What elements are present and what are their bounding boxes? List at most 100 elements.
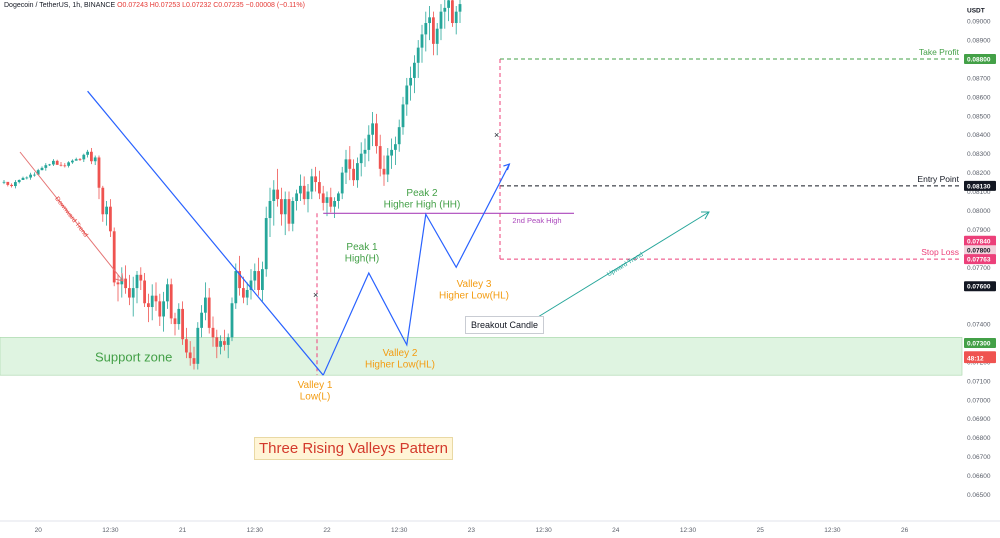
candle-body: [74, 159, 78, 161]
candle-body: [90, 151, 93, 162]
candle-body: [432, 17, 435, 44]
candle-body: [196, 327, 200, 364]
candle-body: [340, 172, 344, 194]
price-badge: [964, 54, 996, 64]
candle-body: [25, 177, 29, 179]
candle-body: [344, 159, 348, 173]
candle-body: [435, 28, 439, 44]
candle-body: [401, 104, 405, 128]
candle-body: [306, 191, 310, 200]
candle-body: [295, 193, 298, 201]
downtrend-line: [87, 90, 324, 376]
candle-body: [131, 288, 135, 298]
price-badge-text: 0.08130: [967, 183, 991, 190]
candle-body: [78, 159, 82, 160]
candle-body: [283, 199, 287, 215]
candle-body: [249, 280, 253, 290]
candle-body: [128, 288, 131, 298]
stop-loss-label: Stop Loss: [921, 247, 959, 257]
y-tick-label: 0.06600: [967, 473, 991, 480]
candle-body: [329, 197, 333, 207]
candle-body: [458, 4, 462, 12]
candle-body: [52, 160, 55, 165]
candle-body: [44, 165, 48, 168]
support-zone-label: Support zone: [95, 349, 172, 364]
support-zone-box: [0, 337, 963, 376]
price-badge-text: 0.07840: [967, 238, 991, 245]
candle-body: [264, 218, 268, 270]
candle-body: [200, 312, 203, 328]
pattern-title: Three Rising Valleys Pattern: [254, 437, 453, 460]
candle-body: [390, 149, 393, 156]
candle-body: [424, 23, 428, 35]
y-tick-label: 0.06900: [967, 416, 991, 423]
upward-trend-label-line: Upward Trend: [606, 251, 645, 278]
y-tick-label: 0.08600: [967, 94, 991, 101]
candle-body: [356, 163, 359, 181]
x-tick-label: 12:30: [680, 527, 697, 534]
candle-body: [386, 155, 390, 175]
upward-trend-arrowhead: [701, 211, 710, 220]
y-tick-label: 0.09000: [967, 19, 991, 26]
candle-body: [268, 201, 272, 219]
candle-body: [318, 182, 321, 194]
candle-body: [48, 164, 51, 166]
valley-1-label: Valley 1 Low(L): [298, 380, 333, 403]
candle-body: [310, 176, 314, 192]
y-tick-label: 0.07900: [967, 227, 991, 234]
x-tick-label: 20: [35, 527, 43, 534]
candle-body: [139, 274, 143, 281]
candle-body: [169, 284, 173, 319]
candle-body: [245, 289, 249, 298]
ohlc-values: O0.07243 H0.07253 L0.07232 C0.07235 −0.0…: [117, 2, 305, 9]
y-tick-label: 0.06700: [967, 454, 991, 461]
candle-body: [135, 274, 139, 289]
candle-body: [181, 308, 184, 340]
candle-body: [287, 199, 291, 224]
candle-body: [238, 271, 241, 289]
candle-body: [378, 146, 382, 169]
take-profit-label: Take Profit: [919, 47, 960, 57]
candle-body: [154, 295, 158, 302]
candles: [2, 0, 462, 370]
x-marker-right: ×: [494, 130, 499, 140]
y-tick-label: 0.08100: [967, 189, 991, 196]
pattern-zigzag: [322, 163, 510, 376]
candle-body: [188, 352, 192, 359]
valley-3-label-line: Higher Low(HL): [439, 291, 509, 302]
candle-body: [253, 271, 257, 281]
candle-body: [29, 174, 32, 178]
y-tick-label: 0.08700: [967, 75, 991, 82]
x-tick-label: 12:30: [535, 527, 552, 534]
candle-body: [36, 170, 40, 175]
candle-body: [211, 327, 215, 338]
candle-body: [230, 303, 234, 338]
upward-trend-arrow: [519, 211, 710, 329]
valley-1-label-line: Low(L): [300, 392, 331, 403]
y-tick-label: 0.08000: [967, 208, 991, 215]
price-badge-text: 0.07763: [967, 257, 991, 264]
price-badge: [964, 353, 996, 364]
price-badge: [964, 281, 996, 292]
candle-body: [101, 187, 105, 215]
candle-body: [40, 167, 44, 171]
price-badge: [964, 245, 996, 256]
price-badge-text: USDT: [967, 7, 985, 14]
price-badge: [964, 338, 996, 348]
candle-body: [158, 301, 162, 317]
breakout-candle-label: Breakout Candle: [465, 316, 545, 334]
candle-body: [204, 297, 207, 313]
price-badge-text: 0.07600: [967, 284, 991, 291]
candle-body: [428, 17, 431, 24]
candle-body: [302, 185, 306, 200]
candle-body: [192, 358, 196, 364]
candle-body: [116, 282, 120, 285]
peak-2-label-line: Peak 2: [406, 188, 438, 199]
candle-body: [120, 278, 124, 285]
candle-body: [10, 184, 13, 187]
candle-body: [234, 271, 238, 304]
candle-body: [67, 162, 70, 166]
x-tick-label: 22: [323, 527, 331, 534]
